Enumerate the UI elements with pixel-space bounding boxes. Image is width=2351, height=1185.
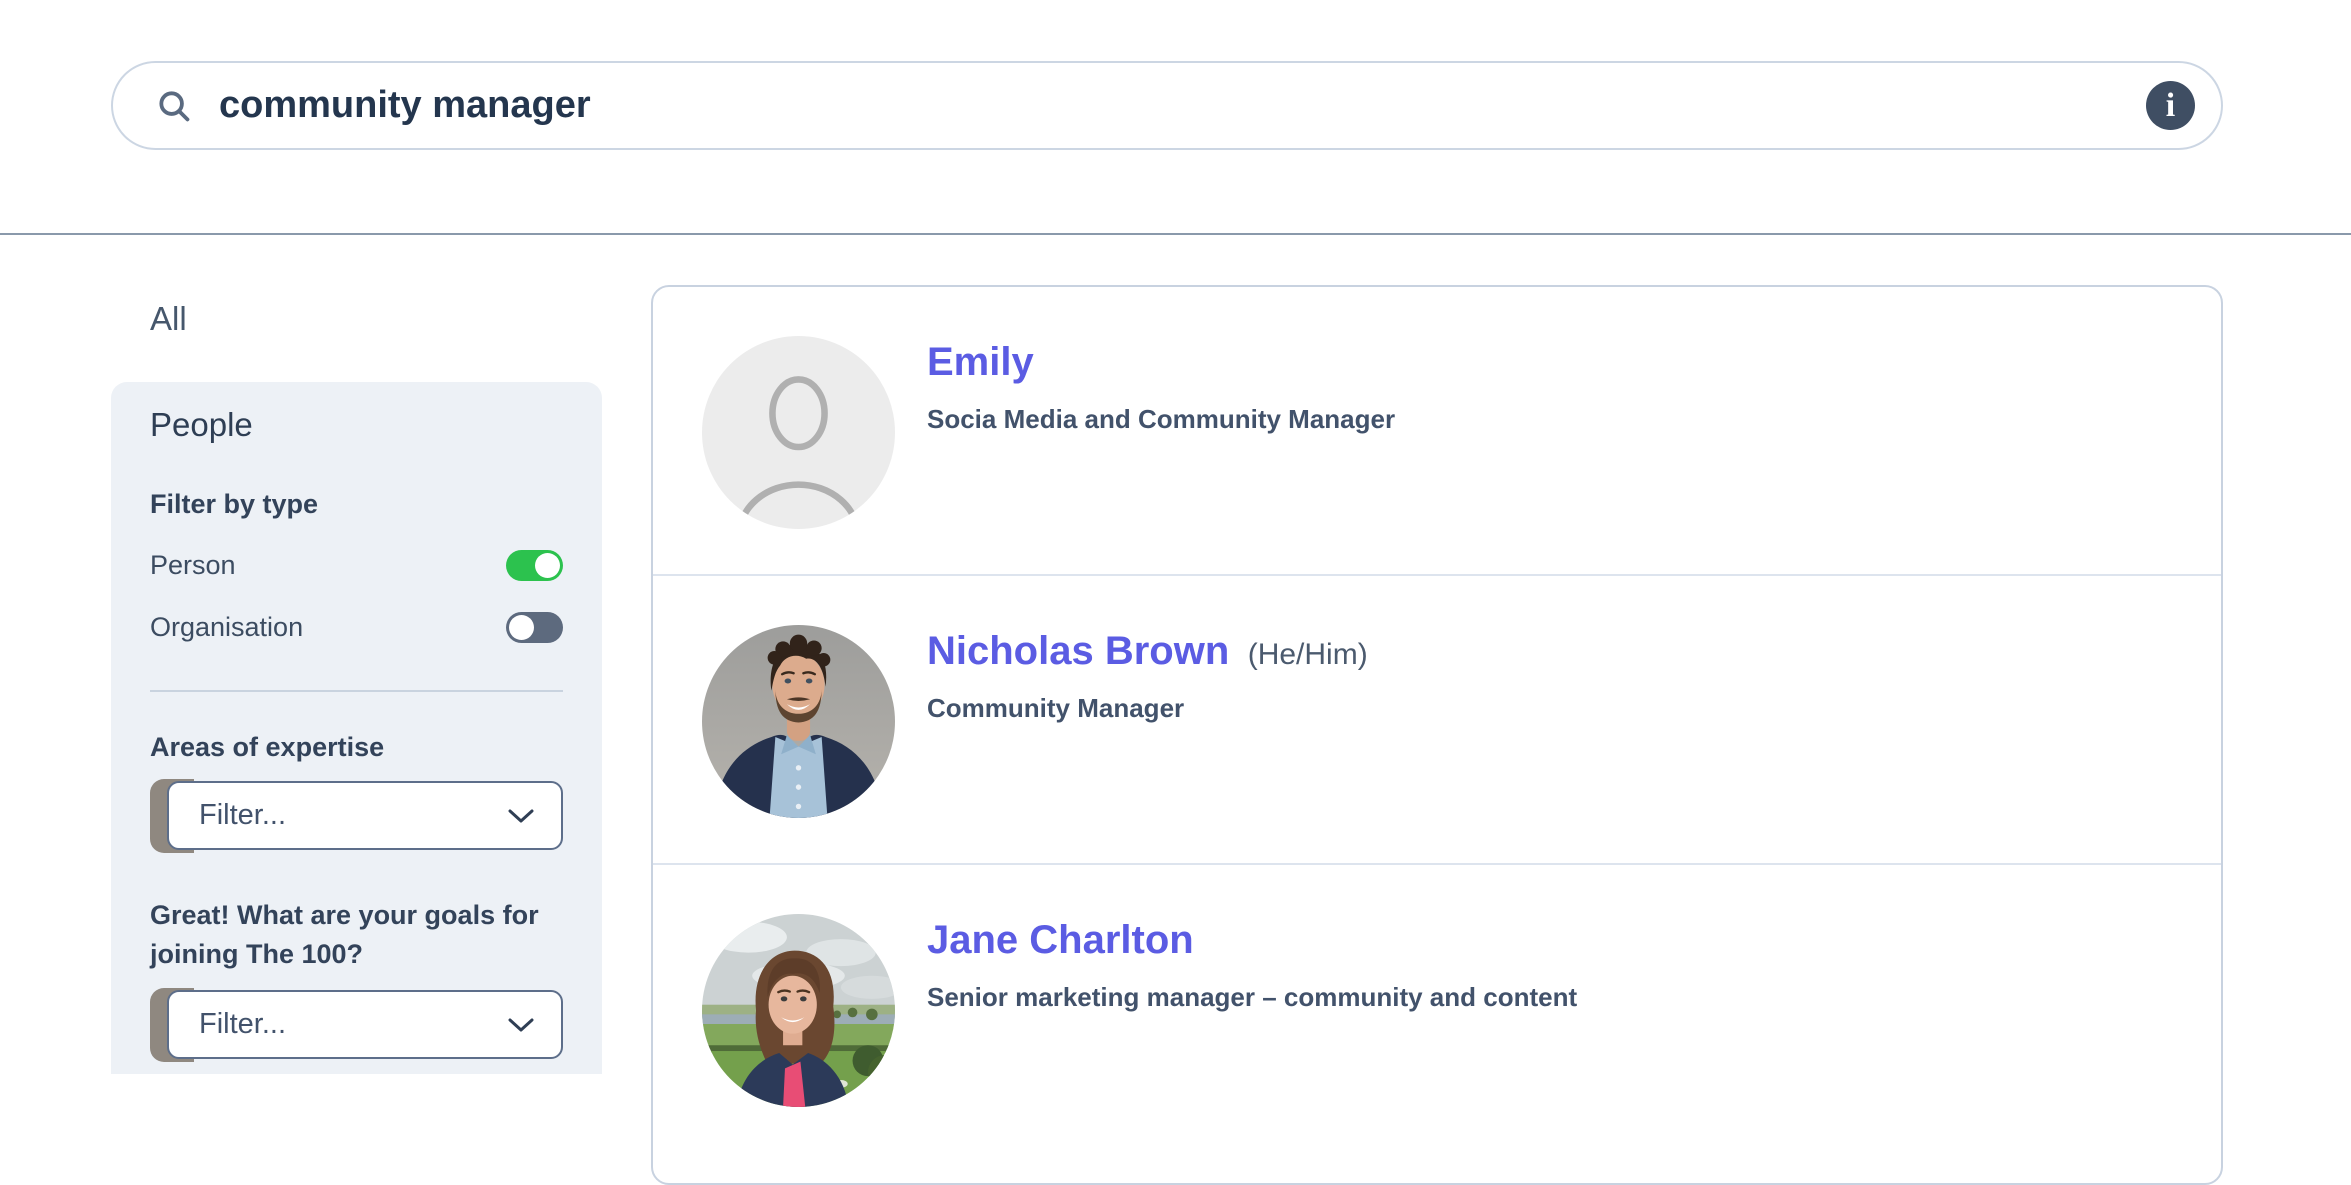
goals-label: Great! What are your goals for joining T… bbox=[150, 900, 539, 970]
toggle-row-organisation: Organisation bbox=[150, 608, 563, 646]
goals-filter-select[interactable]: Filter... bbox=[167, 990, 563, 1060]
person-toggle[interactable] bbox=[506, 549, 563, 581]
panel-title-people[interactable]: People bbox=[150, 406, 253, 443]
avatar-photo[interactable] bbox=[702, 914, 895, 1107]
person-info: Emily Socia Media and Community Manager bbox=[927, 336, 1395, 574]
organisation-toggle-label: Organisation bbox=[150, 611, 304, 642]
search-bar[interactable]: i bbox=[111, 61, 2223, 150]
expertise-filter-select[interactable]: Filter... bbox=[167, 781, 563, 851]
person-info: Nicholas Brown (He/Him) Community Manage… bbox=[927, 625, 1368, 863]
person-result-row[interactable]: Jane Charlton Senior marketing manager –… bbox=[653, 865, 2221, 1165]
expertise-filter-placeholder: Filter... bbox=[199, 799, 287, 832]
toggle-knob bbox=[535, 552, 560, 578]
toggle-knob bbox=[509, 614, 534, 640]
areas-of-expertise-label: Areas of expertise bbox=[150, 732, 385, 763]
expertise-filter-select-wrap: Filter... bbox=[150, 779, 563, 854]
person-name-link[interactable]: Jane Charlton bbox=[927, 918, 1194, 962]
goals-filter-placeholder: Filter... bbox=[199, 1008, 287, 1041]
person-pronouns: (He/Him) bbox=[1247, 638, 1368, 671]
search-input[interactable] bbox=[219, 84, 2146, 127]
person-job-title: Community Manager bbox=[927, 693, 1185, 723]
goals-filter-select-wrap: Filter... bbox=[150, 988, 563, 1063]
panel-divider bbox=[150, 690, 563, 693]
avatar-photo[interactable] bbox=[702, 625, 895, 818]
person-toggle-label: Person bbox=[150, 549, 236, 580]
filter-by-type-label: Filter by type bbox=[150, 489, 319, 520]
person-result-row[interactable]: Emily Socia Media and Community Manager bbox=[653, 287, 2221, 576]
search-icon bbox=[155, 87, 193, 125]
info-icon[interactable]: i bbox=[2146, 81, 2195, 130]
organisation-toggle[interactable] bbox=[506, 611, 563, 643]
people-filter-panel: People Filter by type Person Organisatio… bbox=[111, 382, 602, 1074]
person-info: Jane Charlton Senior marketing manager –… bbox=[927, 914, 1577, 1165]
avatar-placeholder[interactable] bbox=[702, 336, 895, 529]
search-results-card: Emily Socia Media and Community Manager bbox=[651, 285, 2223, 1185]
person-job-title: Senior marketing manager – community and… bbox=[927, 982, 1578, 1012]
header-divider bbox=[0, 233, 2351, 235]
person-name-link[interactable]: Nicholas Brown bbox=[927, 629, 1230, 673]
person-result-row[interactable]: Nicholas Brown (He/Him) Community Manage… bbox=[653, 576, 2221, 865]
chevron-down-icon bbox=[507, 1016, 535, 1034]
person-name-link[interactable]: Emily bbox=[927, 340, 1034, 384]
toggle-row-person: Person bbox=[150, 546, 563, 584]
person-job-title: Socia Media and Community Manager bbox=[927, 404, 1396, 434]
tab-all[interactable]: All bbox=[150, 300, 187, 337]
chevron-down-icon bbox=[507, 807, 535, 825]
